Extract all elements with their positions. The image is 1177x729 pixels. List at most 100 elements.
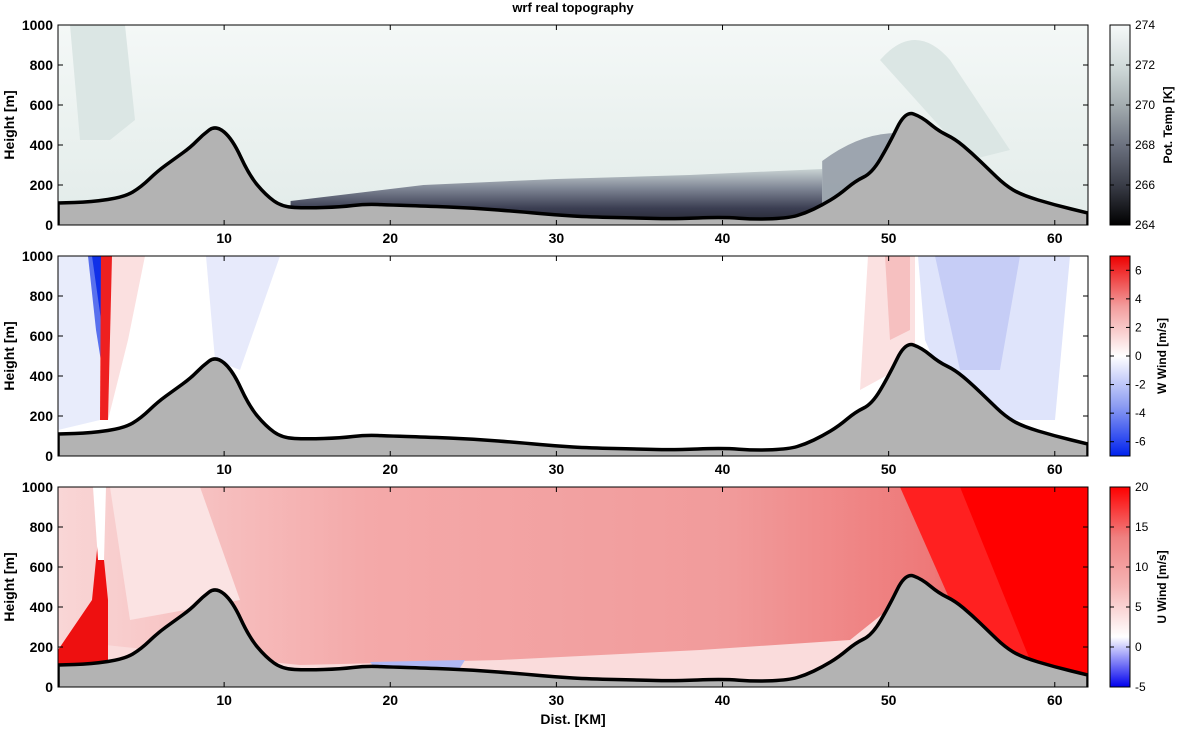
pot-temp-cbtick-label-5: 274 bbox=[1135, 18, 1155, 32]
pot-temp-frame bbox=[57, 24, 1089, 226]
u-wind-cbtick-label-4: 15 bbox=[1135, 520, 1149, 534]
u-wind-ytick-label-4: 800 bbox=[30, 519, 54, 535]
pot-temp-cbtick-label-0: 264 bbox=[1135, 218, 1155, 232]
pot-temp-field bbox=[58, 25, 1088, 225]
pot-temp-colorbar-label: Pot. Temp [K] bbox=[1161, 86, 1175, 163]
pot-temp-xtick-label-1: 20 bbox=[382, 230, 398, 246]
u-wind-low-jet bbox=[58, 520, 108, 665]
u-wind-lee-jet-core bbox=[960, 487, 1088, 687]
w-wind-cbtick-label-6: 6 bbox=[1135, 263, 1142, 277]
u-wind-field bbox=[58, 487, 1088, 687]
u-wind-y-ticks: 0 200 400 600 800 1000 bbox=[22, 479, 1088, 695]
pot-temp-cbtick-label-2: 268 bbox=[1135, 138, 1155, 152]
w-wind-field bbox=[58, 256, 1088, 456]
w-wind-cbtick-label-5: 4 bbox=[1135, 292, 1142, 306]
panel-pot-temp: 0 200 400 600 800 1000 10 20 30 40 50 60 Height [m… bbox=[1, 17, 1175, 246]
w-wind-weak-downdraft bbox=[206, 256, 280, 370]
u-wind-xtick-label-4: 50 bbox=[881, 692, 897, 708]
u-wind-ytick-label-1: 200 bbox=[30, 639, 54, 655]
w-wind-lee-downdraft-core bbox=[935, 256, 1020, 370]
w-wind-ylabel: Height [m] bbox=[1, 321, 17, 390]
chart-title: wrf real topography bbox=[511, 0, 634, 15]
w-wind-ytick-label-5: 1000 bbox=[22, 248, 53, 264]
w-wind-xtick-label-2: 30 bbox=[549, 461, 565, 477]
pot-temp-xtick-label-4: 50 bbox=[881, 230, 897, 246]
u-wind-cbtick-label-2: 5 bbox=[1135, 600, 1142, 614]
w-wind-ytick-label-0: 0 bbox=[45, 448, 53, 464]
w-wind-y-ticks: 0 200 400 600 800 1000 bbox=[22, 248, 1088, 464]
pot-temp-ytick-label-1: 200 bbox=[30, 177, 54, 193]
u-wind-frame bbox=[57, 486, 1089, 688]
w-wind-x-ticks: 10 20 30 40 50 60 bbox=[216, 256, 1063, 477]
u-wind-ytick-label-2: 400 bbox=[30, 599, 54, 615]
u-wind-cbtick-label-1: 0 bbox=[1135, 640, 1142, 654]
pot-temp-ytick-label-5: 1000 bbox=[22, 17, 53, 33]
u-wind-xtick-label-5: 60 bbox=[1047, 692, 1063, 708]
w-wind-ridge-updraft-core bbox=[885, 256, 910, 340]
pot-temp-y-ticks: 0 200 400 600 800 1000 bbox=[22, 17, 1088, 233]
pot-temp-xtick-label-3: 40 bbox=[715, 230, 731, 246]
pot-temp-cbtick-label-1: 266 bbox=[1135, 178, 1155, 192]
w-wind-cbtick-label-1: -4 bbox=[1135, 406, 1146, 420]
u-wind-jet-gap bbox=[93, 487, 106, 560]
w-wind-ytick-label-4: 800 bbox=[30, 288, 54, 304]
pot-temp-xtick-label-2: 30 bbox=[549, 230, 565, 246]
u-wind-xtick-label-3: 40 bbox=[715, 692, 731, 708]
w-wind-xtick-label-3: 40 bbox=[715, 461, 731, 477]
pot-temp-ytick-label-0: 0 bbox=[45, 217, 53, 233]
u-wind-colorbar-ticks: -5 0 5 10 15 20 bbox=[1110, 480, 1149, 694]
w-wind-updraft bbox=[100, 256, 112, 420]
u-wind-xtick-label-2: 30 bbox=[549, 692, 565, 708]
pot-temp-ytick-label-3: 600 bbox=[30, 97, 54, 113]
pot-temp-colorbar: 264 266 268 270 272 274 Pot. Temp [K] bbox=[1109, 18, 1175, 232]
pot-temp-colorbar-ticks: 264 266 268 270 272 274 bbox=[1110, 18, 1155, 232]
w-wind-cbtick-label-4: 2 bbox=[1135, 320, 1142, 334]
w-wind-frame bbox=[57, 255, 1089, 457]
pot-temp-ridge-plume bbox=[880, 40, 1010, 160]
u-wind-terrain bbox=[58, 573, 1088, 687]
w-wind-xtick-label-1: 20 bbox=[382, 461, 398, 477]
w-wind-lee-downdraft-weak bbox=[58, 256, 100, 430]
w-wind-colorbar: -6 -4 -2 0 2 4 6 W Wind [m/s] bbox=[1109, 255, 1169, 457]
pot-temp-upper-plume bbox=[70, 25, 135, 140]
w-wind-ytick-label-3: 600 bbox=[30, 328, 54, 344]
pot-temp-colorbar-bar bbox=[1109, 24, 1131, 226]
w-wind-cbtick-label-3: 0 bbox=[1135, 349, 1142, 363]
u-wind-cbtick-label-3: 10 bbox=[1135, 560, 1149, 574]
u-wind-colorbar-label: U Wind [m/s] bbox=[1155, 550, 1169, 623]
w-wind-ytick-label-2: 400 bbox=[30, 368, 54, 384]
pot-temp-ylabel: Height [m] bbox=[1, 90, 17, 159]
u-wind-ylabel: Height [m] bbox=[1, 552, 17, 621]
u-wind-colorbar: -5 0 5 10 15 20 U Wind [m/s] bbox=[1109, 480, 1169, 694]
pot-temp-ytick-label-4: 800 bbox=[30, 57, 54, 73]
w-wind-downdraft-core bbox=[92, 256, 101, 320]
u-wind-cbtick-label-0: -5 bbox=[1135, 680, 1146, 694]
w-wind-updraft-halo bbox=[100, 256, 145, 420]
w-wind-colorbar-ticks: -6 -4 -2 0 2 4 6 bbox=[1110, 263, 1146, 449]
w-wind-cbtick-label-0: -6 bbox=[1135, 435, 1146, 449]
u-wind-colorbar-bar bbox=[1109, 486, 1131, 688]
w-wind-terrain bbox=[58, 342, 1088, 456]
w-wind-ytick-label-1: 200 bbox=[30, 408, 54, 424]
u-wind-ytick-label-0: 0 bbox=[45, 679, 53, 695]
u-wind-ytick-label-5: 1000 bbox=[22, 479, 53, 495]
pot-temp-xtick-label-5: 60 bbox=[1047, 230, 1063, 246]
u-wind-xtick-label-1: 20 bbox=[382, 692, 398, 708]
u-wind-cbtick-label-5: 20 bbox=[1135, 480, 1149, 494]
pot-temp-cbtick-label-4: 272 bbox=[1135, 58, 1155, 72]
w-wind-colorbar-label: W Wind [m/s] bbox=[1155, 318, 1169, 394]
pot-temp-xtick-label-0: 10 bbox=[216, 230, 232, 246]
w-wind-xtick-label-5: 60 bbox=[1047, 461, 1063, 477]
u-wind-upper-weak bbox=[110, 487, 240, 620]
u-wind-xtick-label-0: 10 bbox=[216, 692, 232, 708]
pot-temp-ytick-label-2: 400 bbox=[30, 137, 54, 153]
w-wind-xtick-label-0: 10 bbox=[216, 461, 232, 477]
pot-temp-cbtick-label-3: 270 bbox=[1135, 98, 1155, 112]
u-wind-ytick-label-3: 600 bbox=[30, 559, 54, 575]
x-axis-label: Dist. [KM] bbox=[540, 711, 605, 727]
u-wind-x-ticks: 10 20 30 40 50 60 bbox=[216, 487, 1063, 708]
pot-temp-terrain bbox=[58, 111, 1088, 225]
